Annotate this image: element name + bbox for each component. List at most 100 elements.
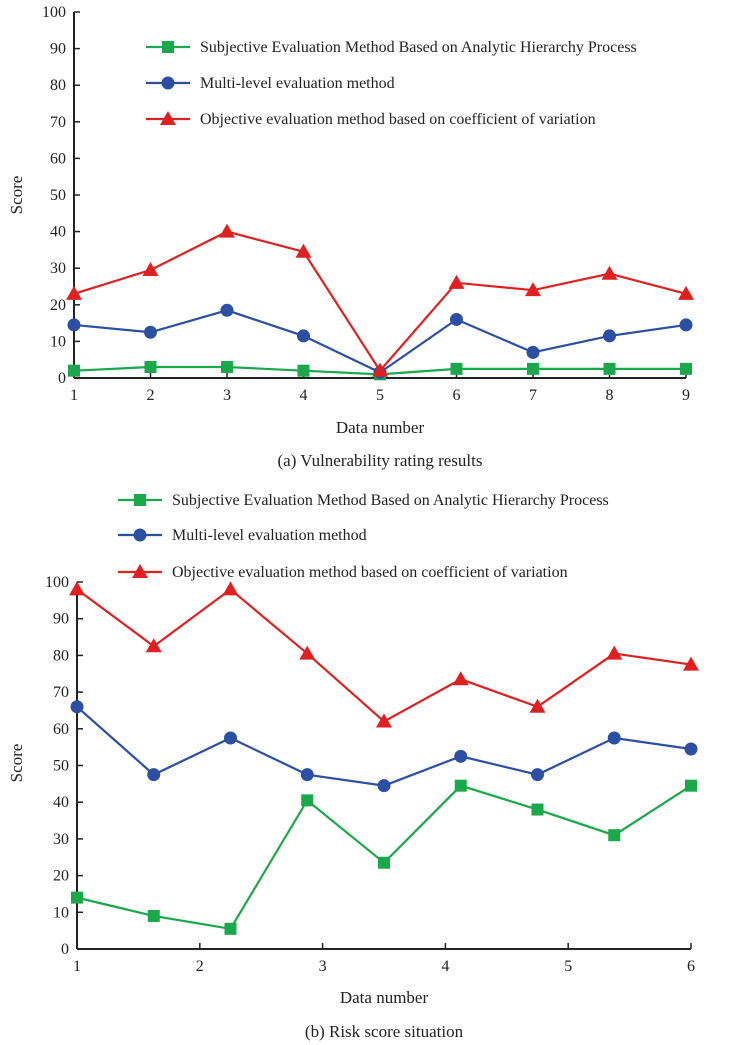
chart-a-caption: (a) Vulnerability rating results — [278, 451, 483, 470]
chart-b-x-tick-label: 5 — [564, 958, 572, 975]
chart-a-legend-label: Subjective Evaluation Method Based on An… — [200, 39, 637, 56]
chart-a-y-tick-label: 50 — [50, 187, 66, 204]
chart-a-point-circle — [526, 345, 540, 359]
chart-a-x-tick-label: 8 — [606, 387, 614, 404]
chart-a-point-circle — [67, 318, 81, 332]
chart-a-x-tick-label: 5 — [376, 387, 384, 404]
chart-b-y-tick-label: 70 — [53, 684, 69, 701]
chart-b-y-tick-label: 100 — [45, 574, 69, 591]
chart-a-point-square — [68, 364, 80, 377]
chart-b-point-square — [685, 779, 697, 792]
chart-a-point-square — [603, 362, 616, 375]
chart-a-x-tick-label: 6 — [453, 387, 461, 404]
chart-a-y-axis-title: Score — [7, 176, 26, 215]
chart-a-legend-marker-square — [162, 41, 174, 53]
chart-b-y-tick-label: 20 — [53, 868, 69, 885]
chart-b-y-tick-label: 30 — [53, 831, 69, 848]
chart-a-x-tick-label: 3 — [223, 387, 231, 404]
chart-b-y-tick-label: 80 — [53, 647, 69, 664]
chart-b-point-circle — [70, 700, 84, 714]
chart-a-series-line-triangle — [73, 230, 687, 373]
chart-a-y-tick-label: 10 — [50, 333, 66, 350]
chart-a-x-tick-label: 2 — [147, 387, 155, 404]
chart-a-x-tick-label: 7 — [529, 387, 537, 404]
chart-b-point-triangle — [69, 581, 85, 596]
chart-b-risk-score: 0 10 20 30 40 50 60 70 80 90 100 1 2 3 4 5 6 Data number S… — [7, 492, 699, 1041]
chart-b-point-triangle — [606, 645, 623, 660]
chart-b-y-tick-label: 60 — [53, 721, 69, 738]
chart-a-y-tick-label: 60 — [50, 150, 66, 167]
chart-b-series-line-triangle — [76, 587, 692, 723]
chart-a-y-tick-label: 20 — [50, 297, 66, 314]
chart-b-x-tick-label: 3 — [319, 958, 327, 975]
chart-a-point-circle — [144, 325, 157, 339]
chart-b-point-circle — [224, 731, 237, 745]
chart-b-y-tick-label: 90 — [53, 611, 69, 628]
chart-a-point-square — [297, 364, 310, 377]
chart-a-point-circle — [450, 312, 463, 326]
chart-b-x-tick-label: 2 — [196, 958, 204, 975]
chart-a-vulnerability: 0 10 20 30 40 50 60 70 80 90 100 1 2 3 4 5 6 7 8 9 Data numb… — [7, 4, 694, 470]
chart-b-point-square — [301, 794, 314, 807]
chart-a-point-square — [144, 361, 157, 374]
chart-a-x-axis-title: Data number — [336, 418, 425, 437]
chart-a-y-tick-label: 80 — [50, 77, 66, 94]
chart-a-y-tick-label: 30 — [50, 260, 66, 277]
chart-a-point-square — [680, 362, 692, 375]
chart-b-point-triangle — [222, 581, 239, 596]
chart-b-y-tick-label: 50 — [53, 758, 69, 775]
chart-b-point-square — [71, 891, 83, 904]
chart-a-y-tick-label: 70 — [50, 114, 66, 131]
chart-a-point-circle — [220, 303, 234, 317]
chart-a-point-triangle — [372, 362, 388, 377]
chart-a-point-circle — [297, 329, 310, 343]
chart-b-point-circle — [454, 749, 468, 763]
chart-b-point-circle — [684, 742, 698, 756]
chart-a-legend-label: Multi-level evaluation method — [200, 75, 395, 92]
chart-a-point-triangle — [601, 265, 618, 280]
chart-b-point-triangle — [529, 698, 546, 713]
chart-b-point-circle — [300, 768, 314, 782]
chart-b-legend-label: Subjective Evaluation Method Based on An… — [172, 492, 609, 509]
chart-b-point-triangle — [299, 645, 316, 660]
chart-a-y-tick-label: 90 — [50, 41, 66, 58]
chart-b-point-triangle — [376, 713, 392, 728]
chart-a-point-triangle — [448, 274, 465, 289]
chart-b-point-triangle — [452, 671, 469, 686]
chart-a-point-circle — [679, 318, 693, 332]
chart-b-point-triangle — [683, 656, 699, 671]
chart-a-point-circle — [603, 329, 616, 343]
chart-b-point-square — [608, 829, 621, 842]
chart-b-point-square — [454, 779, 467, 792]
chart-a-x-tick-label: 9 — [682, 387, 690, 404]
chart-b-x-axis-title: Data number — [340, 988, 429, 1007]
chart-a-point-square — [450, 362, 463, 375]
chart-b-x-tick-label: 1 — [73, 958, 81, 975]
chart-b-point-square — [378, 856, 390, 869]
chart-a-x-tick-label: 4 — [300, 387, 308, 404]
chart-b-y-axis-title: Score — [7, 744, 26, 783]
chart-a-legend-marker-triangle — [160, 111, 176, 125]
chart-a-point-triangle — [295, 243, 312, 258]
chart-a-point-triangle — [678, 285, 694, 300]
chart-b-legend-label: Multi-level evaluation method — [172, 527, 367, 544]
chart-a-point-triangle — [66, 285, 82, 300]
chart-b-x-tick-label: 4 — [441, 958, 449, 975]
chart-a-point-triangle — [525, 282, 541, 297]
chart-a-y-tick-label: 40 — [50, 224, 66, 241]
chart-a-point-triangle — [142, 262, 159, 277]
chart-b-point-circle — [607, 731, 621, 745]
chart-b-point-square — [224, 922, 237, 935]
chart-a-legend-label: Objective evaluation method based on coe… — [200, 111, 596, 128]
chart-b-point-circle — [531, 768, 544, 782]
chart-b-point-circle — [147, 768, 161, 782]
chart-a-point-triangle — [219, 223, 235, 238]
chart-b-y-tick-label: 0 — [61, 941, 69, 958]
chart-b-point-square — [531, 803, 544, 816]
chart-b-legend-marker-triangle — [132, 564, 148, 578]
chart-a-point-square — [527, 362, 539, 375]
chart-b-legend-marker-square — [134, 494, 146, 506]
chart-a-legend-marker-circle — [161, 76, 175, 90]
chart-b-y-tick-label: 10 — [53, 904, 69, 921]
